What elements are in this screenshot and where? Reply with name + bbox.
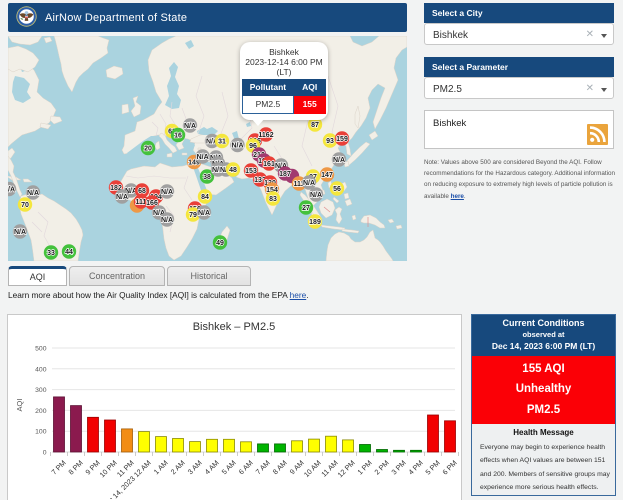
svg-text:161: 161 bbox=[263, 161, 275, 168]
svg-text:AQI: AQI bbox=[15, 399, 24, 412]
svg-text:1 PM: 1 PM bbox=[355, 458, 373, 476]
svg-text:1162: 1162 bbox=[258, 132, 273, 139]
svg-text:149: 149 bbox=[188, 159, 200, 166]
svg-text:68: 68 bbox=[138, 188, 146, 195]
svg-text:96: 96 bbox=[249, 143, 257, 150]
svg-text:111: 111 bbox=[136, 199, 147, 206]
svg-text:N/A: N/A bbox=[212, 167, 224, 174]
svg-text:189: 189 bbox=[309, 219, 321, 226]
svg-text:3 AM: 3 AM bbox=[186, 458, 204, 476]
svg-text:31: 31 bbox=[218, 138, 226, 145]
svg-text:N/A: N/A bbox=[303, 180, 315, 187]
svg-text:N/A: N/A bbox=[197, 154, 209, 161]
svg-text:N/A: N/A bbox=[161, 189, 173, 196]
svg-text:8 AM: 8 AM bbox=[271, 458, 289, 476]
svg-text:154: 154 bbox=[266, 187, 278, 194]
svg-text:N/A: N/A bbox=[27, 190, 39, 197]
svg-text:8 PM: 8 PM bbox=[66, 458, 84, 476]
svg-text:N/A: N/A bbox=[8, 186, 15, 193]
svg-text:N/A: N/A bbox=[153, 210, 165, 217]
svg-text:159: 159 bbox=[336, 136, 348, 143]
svg-text:49: 49 bbox=[216, 240, 224, 247]
svg-text:187: 187 bbox=[279, 171, 291, 178]
svg-text:16: 16 bbox=[174, 132, 182, 139]
svg-text:87: 87 bbox=[311, 122, 319, 129]
svg-text:38: 38 bbox=[203, 174, 211, 181]
svg-text:44: 44 bbox=[65, 249, 73, 256]
svg-text:56: 56 bbox=[333, 186, 341, 193]
svg-text:147: 147 bbox=[321, 172, 333, 179]
svg-text:N/A: N/A bbox=[161, 217, 173, 224]
svg-text:12 PM: 12 PM bbox=[336, 458, 357, 479]
svg-text:2 PM: 2 PM bbox=[372, 458, 390, 476]
svg-text:7 PM: 7 PM bbox=[49, 458, 67, 476]
svg-text:6 AM: 6 AM bbox=[237, 458, 255, 476]
svg-text:N/A: N/A bbox=[206, 138, 218, 145]
svg-text:20: 20 bbox=[144, 145, 152, 152]
svg-text:100: 100 bbox=[35, 429, 47, 436]
svg-text:153: 153 bbox=[245, 168, 257, 175]
svg-text:1 AM: 1 AM bbox=[152, 458, 170, 476]
svg-text:4 PM: 4 PM bbox=[406, 458, 424, 476]
svg-text:27: 27 bbox=[302, 205, 310, 212]
svg-text:70: 70 bbox=[21, 202, 29, 209]
svg-text:84: 84 bbox=[201, 194, 209, 201]
svg-text:7 AM: 7 AM bbox=[254, 458, 272, 476]
svg-text:79: 79 bbox=[189, 212, 197, 219]
svg-text:83: 83 bbox=[269, 196, 277, 203]
svg-text:300: 300 bbox=[35, 387, 47, 394]
svg-text:0: 0 bbox=[43, 450, 47, 457]
svg-text:166: 166 bbox=[146, 200, 158, 207]
svg-text:N/A: N/A bbox=[231, 142, 243, 149]
svg-text:182: 182 bbox=[110, 185, 122, 192]
svg-text:N/A: N/A bbox=[184, 123, 196, 130]
svg-text:N/A: N/A bbox=[125, 188, 137, 195]
svg-text:200: 200 bbox=[35, 408, 47, 415]
svg-text:500: 500 bbox=[35, 346, 47, 353]
svg-text:133: 133 bbox=[254, 177, 266, 184]
svg-text:Bishkek – PM2.5: Bishkek – PM2.5 bbox=[193, 321, 276, 333]
svg-text:10 PM: 10 PM bbox=[98, 458, 119, 479]
svg-text:10 AM: 10 AM bbox=[302, 458, 323, 479]
svg-text:4 AM: 4 AM bbox=[203, 458, 221, 476]
svg-text:N/A: N/A bbox=[14, 229, 26, 236]
svg-text:5 AM: 5 AM bbox=[220, 458, 238, 476]
svg-text:N/A: N/A bbox=[198, 210, 210, 217]
svg-text:N/A: N/A bbox=[333, 157, 345, 164]
svg-text:11 AM: 11 AM bbox=[319, 458, 339, 478]
svg-text:93: 93 bbox=[326, 138, 334, 145]
svg-text:48: 48 bbox=[229, 167, 237, 174]
svg-text:2 AM: 2 AM bbox=[169, 458, 187, 476]
svg-text:111: 111 bbox=[294, 181, 305, 188]
svg-text:N/A: N/A bbox=[310, 192, 322, 199]
svg-text:N/A: N/A bbox=[275, 163, 287, 170]
svg-text:3 PM: 3 PM bbox=[389, 458, 407, 476]
svg-text:33: 33 bbox=[47, 250, 55, 257]
svg-text:400: 400 bbox=[35, 366, 47, 373]
svg-text:6 PM: 6 PM bbox=[440, 458, 458, 476]
svg-text:N/A: N/A bbox=[116, 194, 128, 201]
svg-text:5 PM: 5 PM bbox=[423, 458, 441, 476]
